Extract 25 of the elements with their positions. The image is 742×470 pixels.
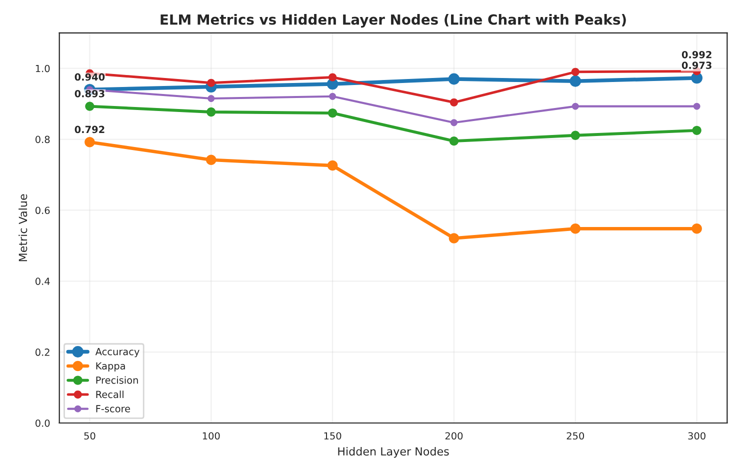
x-tick-label: 150 <box>324 432 342 440</box>
y-axis-title: Metric Value <box>18 194 28 262</box>
data-label: 0.992 <box>682 50 712 58</box>
data-label: 0.973 <box>682 62 712 69</box>
chart-title: ELM Metrics vs Hidden Layer Nodes (Line Chart with Peaks) <box>160 14 626 28</box>
legend-label: Accuracy <box>95 348 140 358</box>
x-tick-label: 200 <box>445 432 463 440</box>
legend-label: Precision <box>96 376 138 384</box>
y-tick-label: 1.0 <box>36 64 50 72</box>
data-label: 0.940 <box>74 73 105 81</box>
y-tick-label: 0.2 <box>36 348 50 356</box>
legend-label: Recall <box>96 390 124 398</box>
y-tick-label: 0.4 <box>36 278 50 285</box>
y-tick-label: 0.0 <box>36 419 50 427</box>
x-axis-title: Hidden Layer Nodes <box>338 446 449 458</box>
data-label: 0.893 <box>74 90 104 98</box>
y-tick-label: 0.6 <box>36 206 50 214</box>
legend-label: Kappa <box>96 362 125 372</box>
legend-label: F-score <box>96 405 130 412</box>
x-tick-label: 250 <box>566 432 584 440</box>
x-tick-label: 100 <box>202 432 220 440</box>
data-label: 0.792 <box>74 126 104 134</box>
y-tick-label: 0.8 <box>36 136 50 144</box>
x-tick-label: 300 <box>688 432 706 440</box>
x-tick-label: 50 <box>84 432 96 440</box>
